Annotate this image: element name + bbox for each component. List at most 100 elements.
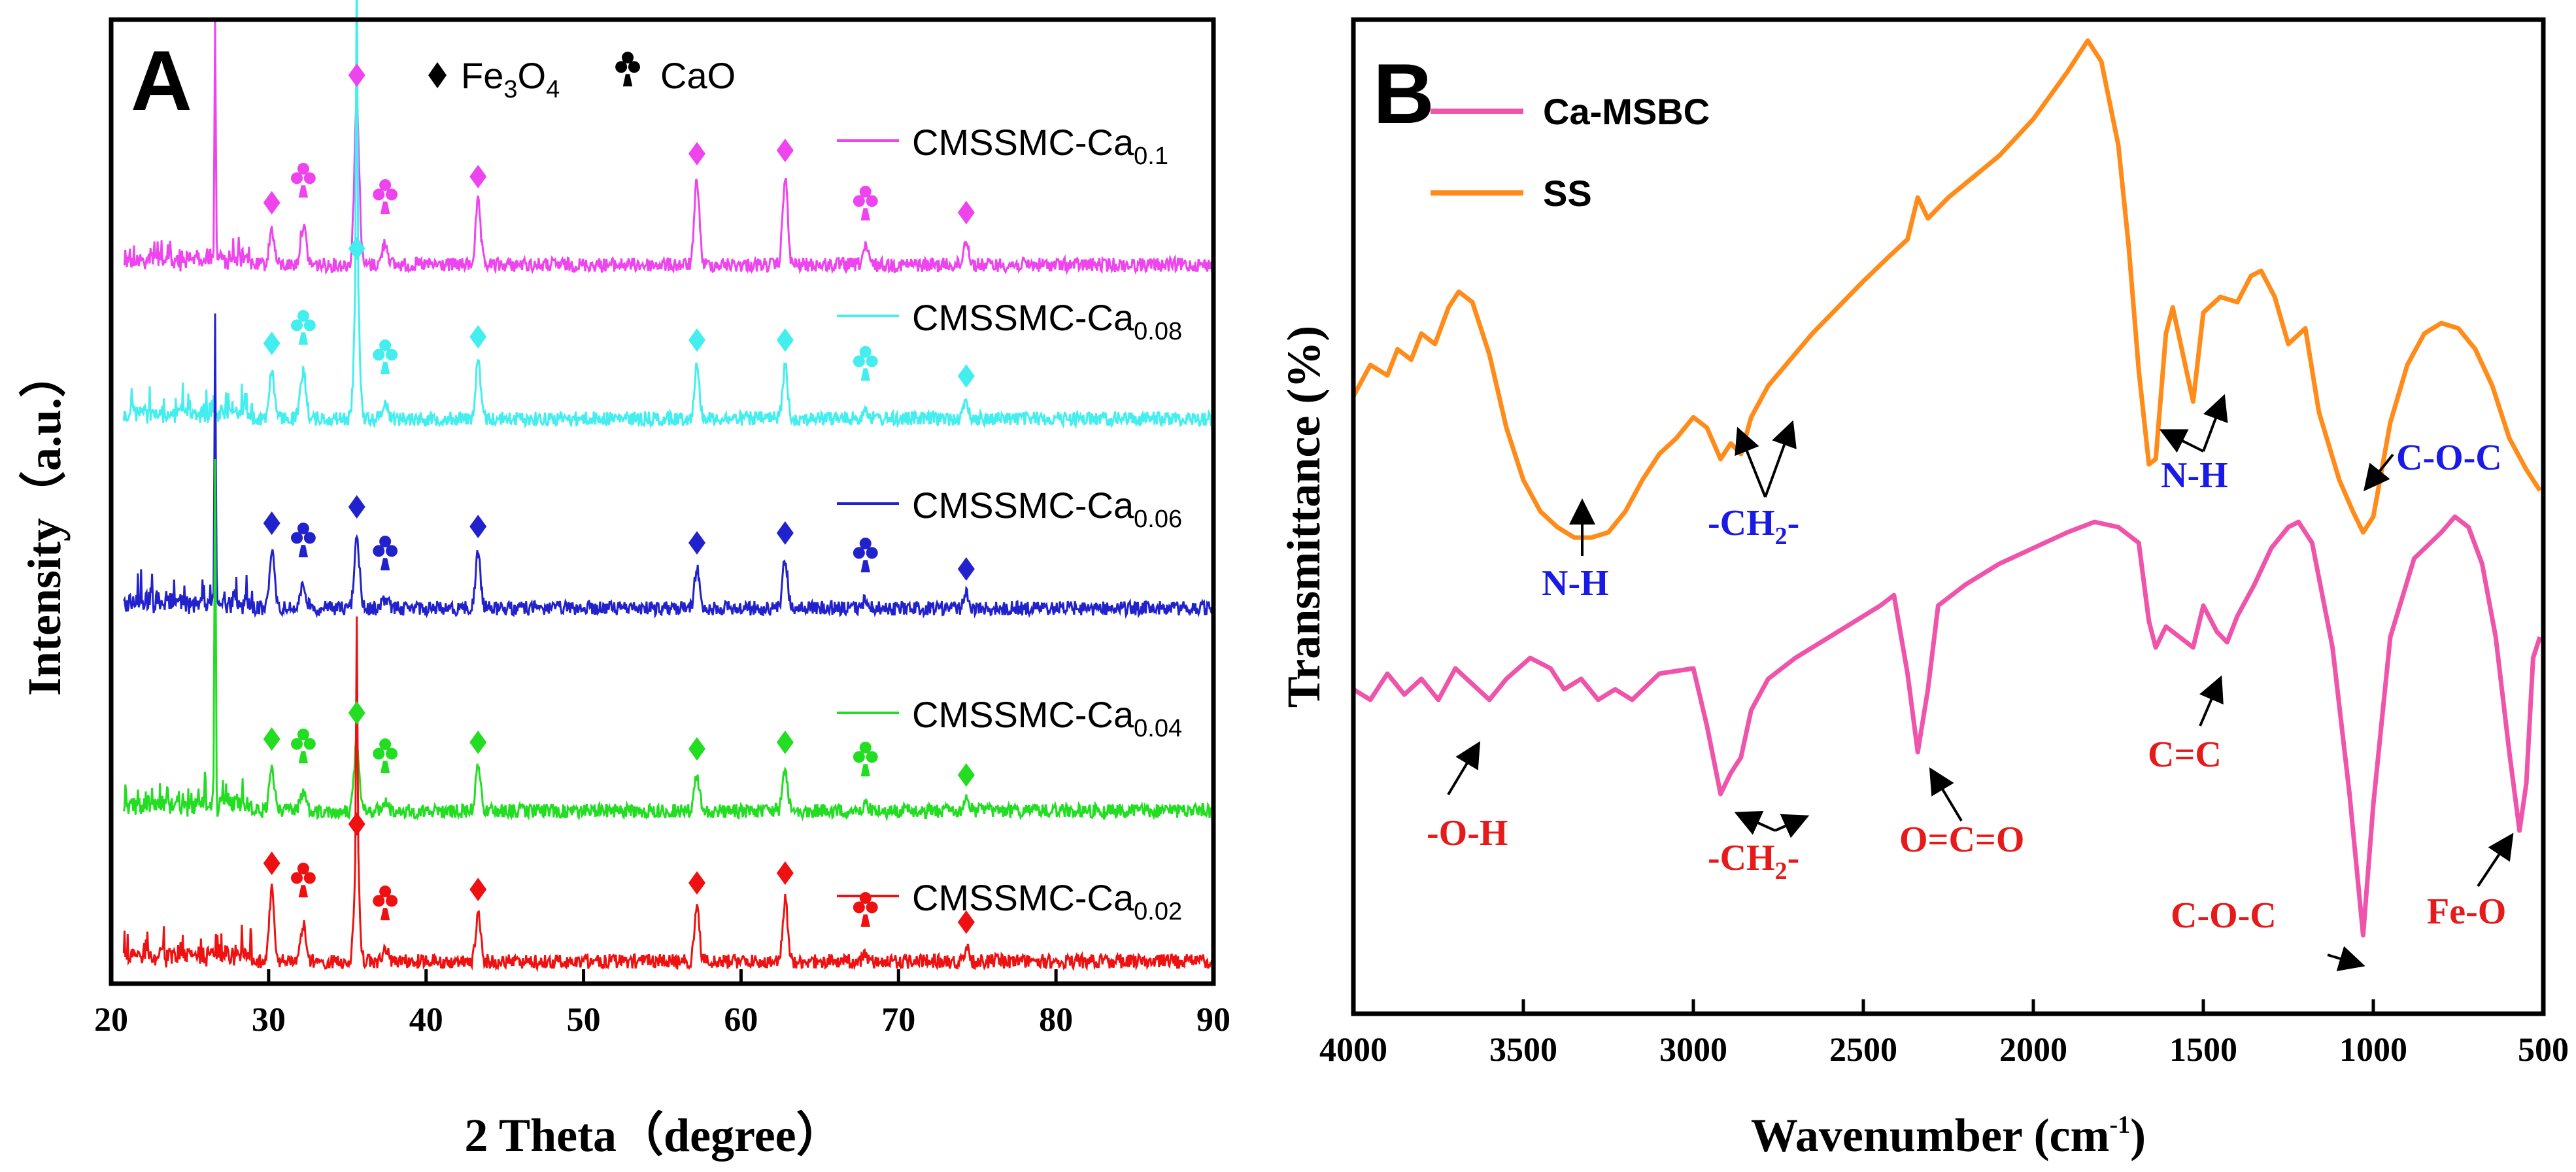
annotation-arrow [1774, 814, 1810, 838]
ftir-tick-label: 1500 [2169, 1031, 2237, 1069]
ftir-panel: 4000 3500 3000 2500 2000 1500 1000 500 B Ca-MSB… [1278, 17, 2569, 1162]
ftir-trace [1351, 38, 2542, 540]
cao-peak-marker [290, 863, 316, 898]
annotation-arrow [2159, 429, 2204, 453]
xrd-series-legend: CMSSMC-Ca0.1 CMSSMC-Ca0.08 CMSSMC-Ca0.06 CM… [837, 122, 1182, 925]
panel-label-b: B [1373, 46, 1434, 141]
ftir-tick-label: 2000 [1999, 1031, 2067, 1069]
fe3o4-peak-marker [348, 63, 365, 87]
xrd-tick-label: 70 [881, 1001, 915, 1039]
legend-cao: CaO [660, 55, 736, 96]
ftir-tick-label: 3000 [1659, 1031, 1727, 1069]
fe3o4-peak-marker [688, 142, 705, 165]
fe3o4-peak-marker [688, 871, 705, 895]
fe3o4-peak-marker [348, 812, 365, 836]
xrd-tick-label: 80 [1039, 1001, 1073, 1039]
series-legend-label: CMSSMC-Ca0.06 [912, 485, 1182, 533]
annotation-arrow [2364, 453, 2394, 492]
fe3o4-peak-marker [957, 201, 975, 224]
fe3o4-peak-marker [263, 332, 280, 355]
cao-peak-marker [853, 538, 878, 573]
cao-peak-marker [853, 186, 878, 221]
xrd-x-ticks: 20 30 40 50 60 70 80 90 [94, 969, 1230, 1039]
fe3o4-peak-marker [469, 165, 487, 188]
fe3o4-peak-marker [776, 521, 794, 545]
cao-peak-marker [853, 742, 878, 777]
annotation-arrow [1929, 767, 1963, 822]
xrd-peak-markers [263, 63, 975, 934]
xrd-tick-label: 30 [252, 1001, 286, 1039]
ftir-plot-frame [1351, 17, 2546, 1016]
annotation-ss-nh-2: N-H [2161, 455, 2228, 496]
cao-peak-marker [290, 163, 316, 198]
cao-peak-marker [373, 339, 398, 375]
cao-peak-marker [853, 346, 878, 381]
annotation-ca-ch2: -CH2- [1708, 838, 1799, 885]
series-legend-label: CMSSMC-Ca0.02 [912, 877, 1182, 925]
legend-club-marker [615, 52, 640, 87]
cao-peak-marker [290, 523, 316, 558]
series-legend-label: CMSSMC-Ca0.08 [912, 297, 1182, 345]
cao-peak-marker [290, 729, 316, 764]
fe3o4-peak-marker [263, 191, 280, 215]
xrd-traces [122, 0, 1215, 973]
legend-ss: SS [1543, 173, 1592, 214]
xrd-trace [122, 458, 1215, 822]
fe3o4-peak-marker [348, 237, 365, 260]
xrd-tick-label: 90 [1196, 1001, 1230, 1039]
xrd-trace [123, 18, 1215, 276]
ftir-legend: Ca-MSBC SS [1431, 91, 1710, 214]
annotation-arrow [1764, 420, 1797, 498]
fe3o4-peak-marker [469, 325, 487, 349]
cao-peak-marker [373, 738, 398, 774]
xrd-tick-label: 60 [724, 1001, 758, 1039]
fe3o4-peak-marker [263, 511, 280, 535]
fe3o4-peak-marker [776, 139, 794, 162]
fe3o4-peak-marker [957, 364, 975, 388]
annotation-arrow [1734, 811, 1776, 835]
ftir-tick-label: 2500 [1829, 1031, 1897, 1069]
ftir-annotation-arrows [1447, 394, 2514, 971]
xrd-tick-label: 40 [409, 1001, 443, 1039]
fe3o4-peak-marker [688, 328, 705, 352]
xrd-trace [122, 0, 1215, 430]
annotation-ca-coc: C-O-C [2171, 895, 2277, 936]
annotation-arrow [2202, 394, 2228, 452]
cao-peak-marker [853, 892, 878, 927]
annotation-arrow [1735, 426, 1767, 498]
xrd-tick-label: 50 [567, 1001, 601, 1039]
annotation-arrow [2477, 833, 2514, 888]
xrd-tick-label: 20 [94, 1001, 128, 1039]
annotation-ca-co2: O=C=O [1899, 819, 2024, 860]
annotation-arrow [1447, 741, 1481, 796]
annotation-ss-nh-1: N-H [1542, 563, 1609, 604]
xrd-plot-frame [109, 17, 1216, 986]
ftir-tick-label: 500 [2518, 1031, 2569, 1069]
ftir-tick-label: 1000 [2339, 1031, 2407, 1069]
ftir-annotations: N-H -CH2- N-H C-O-C -O-H -CH2- O=C=O C=C… [1427, 438, 2506, 936]
fe3o4-peak-marker [957, 557, 975, 581]
annotation-ca-cc: C=C [2148, 734, 2222, 775]
series-legend-label: CMSSMC-Ca0.1 [912, 122, 1168, 170]
fe3o4-peak-marker [348, 701, 365, 725]
legend-ca-msbc: Ca-MSBC [1543, 91, 1710, 132]
fe3o4-peak-marker [776, 861, 794, 885]
xrd-legend: Fe3O4 CaO [428, 52, 736, 103]
ftir-tick-label: 4000 [1319, 1031, 1387, 1069]
fe3o4-peak-marker [776, 328, 794, 352]
fe3o4-peak-marker [348, 495, 365, 519]
legend-club-shape [615, 52, 640, 87]
fe3o4-peak-marker [957, 763, 975, 787]
fe3o4-peak-marker [469, 731, 487, 754]
xrd-y-axis-label: Intensity（a.u.） [18, 351, 71, 696]
ftir-traces [1351, 38, 2543, 938]
xrd-panel: 20 30 40 50 60 70 80 90 A Fe3O4 CaO CMSSMC-Ca0.… [18, 0, 1230, 1162]
ftir-x-axis-label: Wavenumber (cm-1) [1751, 1109, 2146, 1162]
cao-peak-marker [373, 536, 398, 571]
ftir-tick-label: 3500 [1489, 1031, 1557, 1069]
xrd-trace [122, 313, 1215, 619]
legend-diamond-marker [428, 62, 447, 88]
fe3o4-peak-marker [957, 910, 975, 934]
fe3o4-peak-marker [688, 531, 705, 555]
